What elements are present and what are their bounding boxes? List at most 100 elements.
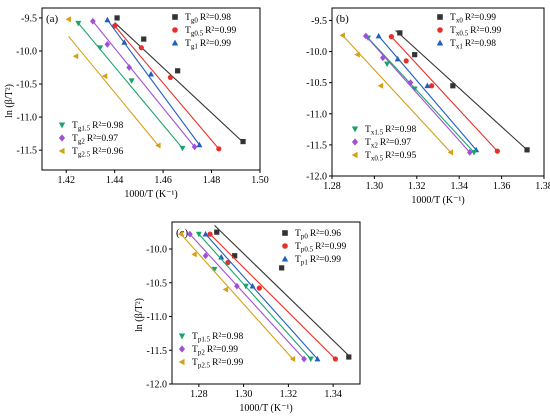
legend-r2-x2: R²=0.97 [380, 138, 411, 148]
legend-label-g2: Tg2 R²=0.97 [72, 134, 118, 146]
y-axis-ticks: -9.5 -10.0 -10.5 -11.0 -11.5 [16, 13, 42, 157]
series-p1.5 [195, 231, 314, 363]
data-point-x2 [466, 148, 473, 156]
data-point-g1 [104, 16, 111, 23]
legend-entry-x0.5: Tx0.5 R²=0.99 [437, 26, 501, 38]
data-point-x0 [524, 147, 530, 153]
data-point-x1 [375, 32, 382, 39]
series-p0.5 [207, 231, 338, 362]
fit-line-x0.5 [390, 36, 498, 152]
data-point-p0 [346, 354, 352, 360]
series-g0 [114, 15, 246, 145]
data-point-p2.5 [177, 231, 184, 238]
x-tick-label: 1.32 [408, 181, 426, 192]
legend-marker-g0.5 [172, 27, 178, 33]
data-point-g2 [104, 40, 111, 48]
data-point-x2 [407, 79, 414, 87]
data-point-p0.5 [332, 356, 338, 362]
legend-r2-g0.5: R²=0.99 [205, 26, 236, 36]
legend-sub-g0.5: g0.5 [191, 30, 204, 38]
fit-line-g0 [114, 22, 244, 143]
data-point-x0.5 [494, 148, 500, 154]
legend-label-g0.5: Tg0.5 R²=0.99 [185, 26, 236, 38]
fit-line-p1.5 [198, 233, 312, 360]
data-point-x0.5 [429, 83, 435, 89]
legend-entry-p1.5: Tp1.5 R²=0.98 [178, 332, 243, 344]
plot-frame [41, 7, 261, 171]
panel-a: 1.42 1.44 1.46 1.48 1.50 -9.5-10.0-10.5-11.0-… [4, 7, 269, 200]
data-point-p1.5 [211, 266, 218, 273]
y-tick-label: -11.5 [307, 140, 327, 151]
y-tick-label: -10.5 [16, 80, 37, 91]
legend-sub-x1.5: x1.5 [371, 129, 384, 137]
data-point-g2.5 [72, 53, 79, 60]
legend-label-p0.5: Tp0.5 R²=0.99 [295, 242, 346, 254]
legend-sub-g2.5: g2.5 [78, 151, 91, 159]
x-tick-label: 1.28 [323, 181, 341, 192]
legend-name-p0.5: T [295, 242, 301, 252]
data-point-g2.5 [65, 16, 71, 23]
legend-entry-g1.5: Tg1.5 R²=0.98 [58, 121, 123, 133]
y-tick-label: -11.5 [147, 346, 167, 357]
data-point-x0 [397, 30, 403, 36]
fit-line-x0 [395, 29, 528, 151]
legend-marker-x0.5 [351, 151, 358, 159]
fit-line-x0.5 [342, 35, 452, 153]
legend-marker-p1 [281, 255, 289, 262]
x-tick-label: 1.32 [280, 389, 298, 400]
legend-label-x0: Tx0 R²=0.99 [450, 13, 496, 25]
data-point-p1 [314, 355, 321, 362]
legend-sub-p2.5: p2.5 [198, 362, 211, 370]
data-point-p0 [214, 229, 220, 235]
legend-r2-g2.5: R²=0.96 [92, 147, 123, 157]
legend-marker-x1.5 [351, 126, 359, 133]
y-tick-label: -12.0 [146, 380, 167, 391]
legend-name-x0.5: T [365, 151, 371, 161]
data-point-p0 [279, 265, 285, 271]
data-point-p1 [249, 283, 256, 289]
x-axis-label: 1000/T (K⁻¹) [124, 189, 177, 200]
data-point-p2 [301, 355, 307, 363]
legend-entry-x1: Tx1 R²=0.98 [436, 39, 496, 51]
data-point-g1 [121, 39, 128, 45]
data-point-p0.5 [256, 285, 262, 291]
legend-label-x0.5: Tx0.5 R²=0.95 [365, 151, 416, 163]
x-axis-ticks: 1.28 1.30 1.32 1.34 1.36 1.38 [323, 176, 550, 192]
data-point-g0.5 [138, 45, 144, 51]
legend-name-p2.5: T [192, 358, 198, 368]
legend-sub-p2: p2 [198, 349, 206, 357]
data-point-x2 [363, 32, 369, 40]
x-axis-label: 1000/T (K⁻¹) [239, 403, 292, 414]
x-axis-ticks: 1.42 1.44 1.46 1.48 1.50 [57, 170, 269, 186]
series-x0.5 [388, 34, 500, 154]
legend-label-g1: Tg1 R²=0.99 [185, 39, 231, 51]
y-axis-label: ln (β/T²) [134, 298, 145, 332]
series-g0.5 [112, 23, 222, 152]
legend-name-g1.5: T [72, 121, 78, 131]
legend-sub-p0: p0 [301, 233, 309, 241]
legend-name-g2.5: T [72, 147, 78, 157]
series-g2.5 [65, 16, 161, 149]
fit-line-x1.5 [367, 37, 475, 153]
legend-name-x0.5: T [450, 26, 456, 36]
legend-label-p2: Tp2 R²=0.99 [192, 345, 238, 357]
data-point-x1.5 [471, 150, 478, 156]
legend-marker-x0.5 [437, 27, 443, 33]
x-tick-label: 1.46 [154, 175, 172, 186]
legend-r2-x0: R²=0.99 [465, 13, 496, 23]
legend-name-x0: T [450, 13, 456, 23]
legend-marker-g2.5 [58, 147, 65, 155]
x-axis-label: 1000/T (K⁻¹) [411, 195, 464, 206]
legend-entry-g1: Tg1 R²=0.99 [171, 39, 231, 51]
legend-marker-g2 [58, 134, 66, 142]
legend-entry-p1: Tp1 R²=0.99 [281, 255, 341, 267]
series-x1 [375, 32, 480, 153]
legend-name-p2: T [192, 345, 198, 355]
legend-marker-p2 [178, 345, 186, 353]
series-x2 [363, 32, 473, 156]
fit-line-p2.5 [180, 233, 294, 360]
fit-line-g0.5 [114, 25, 220, 150]
